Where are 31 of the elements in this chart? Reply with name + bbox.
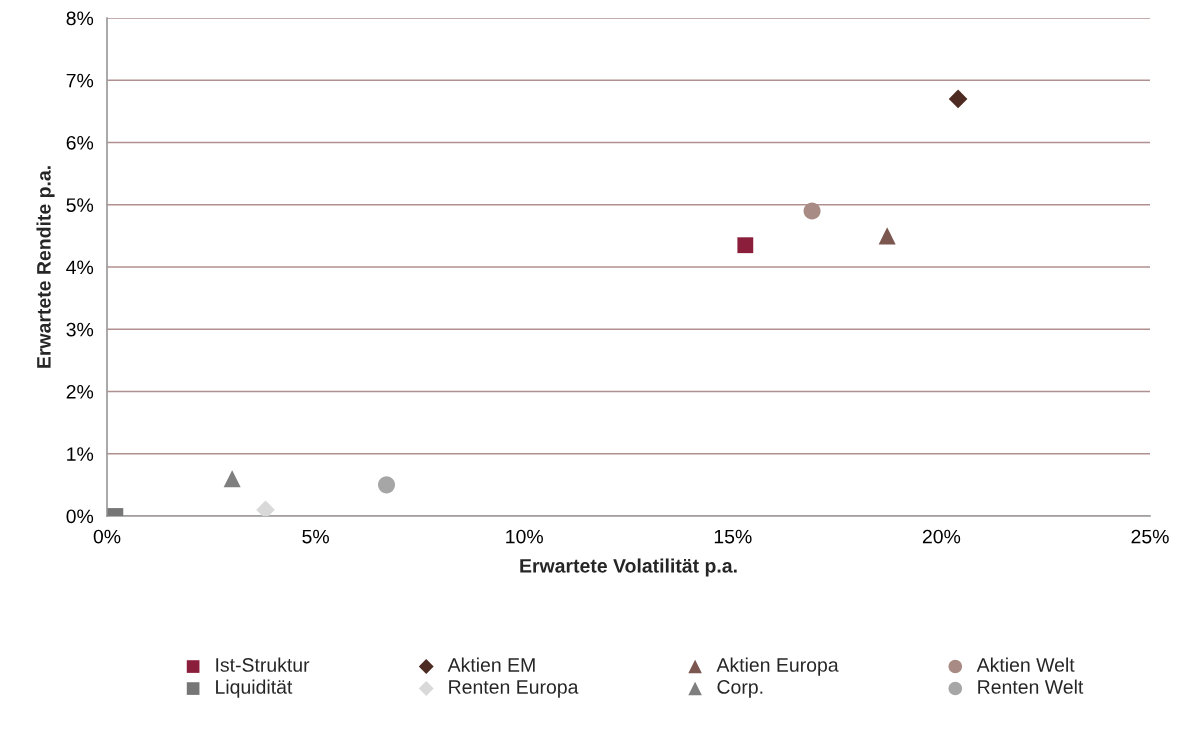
- y-tick-label: 6%: [66, 135, 94, 150]
- legend-label: Aktien EM: [447, 657, 535, 672]
- y-tick-label: 7%: [66, 73, 94, 88]
- legend-label: Ist-Struktur: [216, 657, 310, 672]
- point: [878, 227, 896, 245]
- legend-label: Aktien Welt: [976, 657, 1075, 672]
- y-tick-label: 3%: [66, 322, 94, 337]
- legend-label: Renten Europa: [449, 680, 579, 698]
- x-axis-title: Erwartete Volatilität p.a.: [520, 558, 737, 577]
- point: [378, 476, 396, 494]
- y-tick-label: 1%: [67, 447, 94, 461]
- y-tick-label: 2%: [66, 384, 94, 399]
- point: [948, 89, 968, 109]
- point: [737, 237, 754, 254]
- legend-label: Aktien Europa: [716, 657, 839, 676]
- legend-label: Renten Welt: [978, 679, 1084, 694]
- x-tick-label: 10%: [506, 529, 543, 544]
- x-tick-label: 5%: [302, 529, 329, 544]
- y-tick-label: 5%: [66, 198, 94, 212]
- point: [803, 202, 821, 220]
- legend-label: Liquidität: [216, 679, 293, 698]
- x-tick-label: 20%: [922, 529, 961, 544]
- x-tick-label: 0%: [93, 529, 121, 544]
- y-tick-label: 0%: [66, 509, 94, 524]
- x-tick-label: 25%: [1131, 529, 1169, 544]
- x-tick-label: 15%: [714, 529, 752, 544]
- point: [223, 470, 241, 488]
- y-axis-title: Erwartete Rendite p.a.: [36, 166, 55, 368]
- legend-label: Corp.: [717, 680, 763, 698]
- y-tick-label: 8%: [66, 11, 94, 26]
- y-tick-label: 4%: [66, 260, 94, 275]
